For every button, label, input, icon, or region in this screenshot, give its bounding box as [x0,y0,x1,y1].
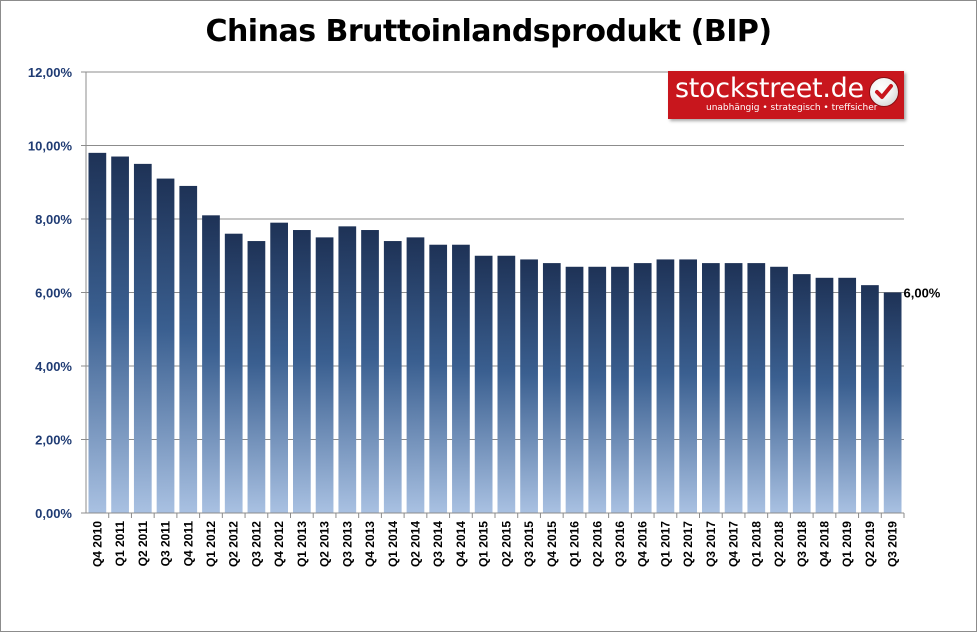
x-tick-label: Q2 2016 [590,521,604,567]
x-tick-label: Q4 2018 [817,521,831,567]
bar [701,263,720,513]
bar [224,233,243,513]
x-tick-label: Q3 2012 [249,521,263,567]
bar [861,285,879,513]
bar [520,259,538,513]
bar [156,178,175,513]
x-tick-label: Q4 2014 [454,521,468,567]
x-tick-label: Q3 2019 [886,521,900,567]
bar [406,237,425,513]
x-tick-label: Q1 2015 [477,521,491,567]
x-tick-label: Q2 2019 [863,521,877,567]
x-tick-label: Q4 2017 [727,521,741,567]
bar [361,230,379,513]
bar [838,277,857,513]
y-tick-label: 2,00% [35,433,72,448]
y-tick-label: 12,00% [28,65,73,80]
x-tick-label: Q1 2014 [386,521,400,567]
x-tick-label: Q2 2013 [318,521,332,567]
bar [679,259,698,513]
x-tick-label: Q3 2017 [704,521,718,567]
x-tick-label: Q4 2012 [272,521,286,567]
x-tick-label: Q1 2016 [568,521,582,567]
y-tick-labels: 0,00% 2,00% 4,00% 6,00% 8,00% 10,00% 12,00% [28,65,73,521]
data-labels: 6,00% [904,286,941,301]
x-tick-label: Q3 2018 [795,521,809,567]
bar [724,263,743,513]
x-tick-label: Q3 2011 [159,521,173,567]
axes [85,72,905,518]
checkmark-icon [869,77,899,107]
bar [792,274,811,513]
bar [270,222,289,514]
bar [588,266,607,513]
bar [611,266,629,513]
bar [542,263,561,513]
x-tick-label: Q4 2011 [181,521,195,567]
gridlines [81,71,904,514]
x-tick-label: Q1 2011 [113,521,127,567]
bar [452,244,470,513]
x-tick-label: Q3 2013 [340,521,354,567]
data-label: 6,00% [904,286,941,301]
x-tick-label: Q4 2013 [363,521,377,567]
bar [179,185,198,514]
x-tick-label: Q2 2015 [499,521,513,567]
y-tick-label: 8,00% [35,212,72,227]
stockstreet-logo: stockstreet.de unabhängig • strategisch … [668,71,904,119]
x-tick-label: Q2 2011 [136,521,150,567]
logo-tagline: unabhängig • strategisch • treffsicher [706,103,878,113]
bars [88,152,902,514]
y-tick-label: 6,00% [35,286,72,301]
bar [497,255,516,513]
bar [315,237,334,513]
bar [111,156,129,513]
bar [133,163,152,513]
x-tick-label: Q2 2017 [681,521,695,567]
x-tick-labels: Q4 2010 Q1 2011 Q2 2011 Q3 2011 Q4 2011 Q1 20… [90,521,899,567]
bar [883,292,902,513]
bar [656,259,675,513]
bar [202,215,220,513]
bar [383,241,402,514]
x-tick-label: Q2 2012 [227,521,241,567]
bar [747,263,766,513]
bar [565,266,584,513]
bar [247,241,266,514]
bar [770,266,788,513]
x-tick-label: Q2 2014 [408,521,422,567]
x-tick-label: Q4 2015 [545,521,559,567]
x-tick-label: Q4 2016 [636,521,650,567]
x-tick-label: Q2 2018 [772,521,786,567]
logo-brand-text: stockstreet.de [675,73,864,104]
x-tick-label: Q3 2015 [522,521,536,567]
bar [338,226,357,513]
bar [474,255,493,513]
x-tick-label: Q1 2018 [749,521,763,567]
bar [292,230,311,513]
x-tick-label: Q1 2017 [658,521,672,567]
x-tick-label: Q1 2013 [295,521,309,567]
bar [815,277,834,513]
chart-title: Chinas Bruttoinlandsprodukt (BIP) [205,14,772,49]
x-tick-label: Q1 2019 [840,521,854,567]
y-tick-label: 10,00% [28,139,73,154]
x-tick-label: Q1 2012 [204,521,218,567]
x-tick-label: Q4 2010 [90,521,104,567]
bar [633,263,652,513]
y-tick-label: 0,00% [35,506,72,521]
bar [88,152,107,513]
bar [429,244,448,513]
x-tick-label: Q3 2016 [613,521,627,567]
y-tick-label: 4,00% [35,359,72,374]
x-tick-label: Q3 2014 [431,521,445,567]
